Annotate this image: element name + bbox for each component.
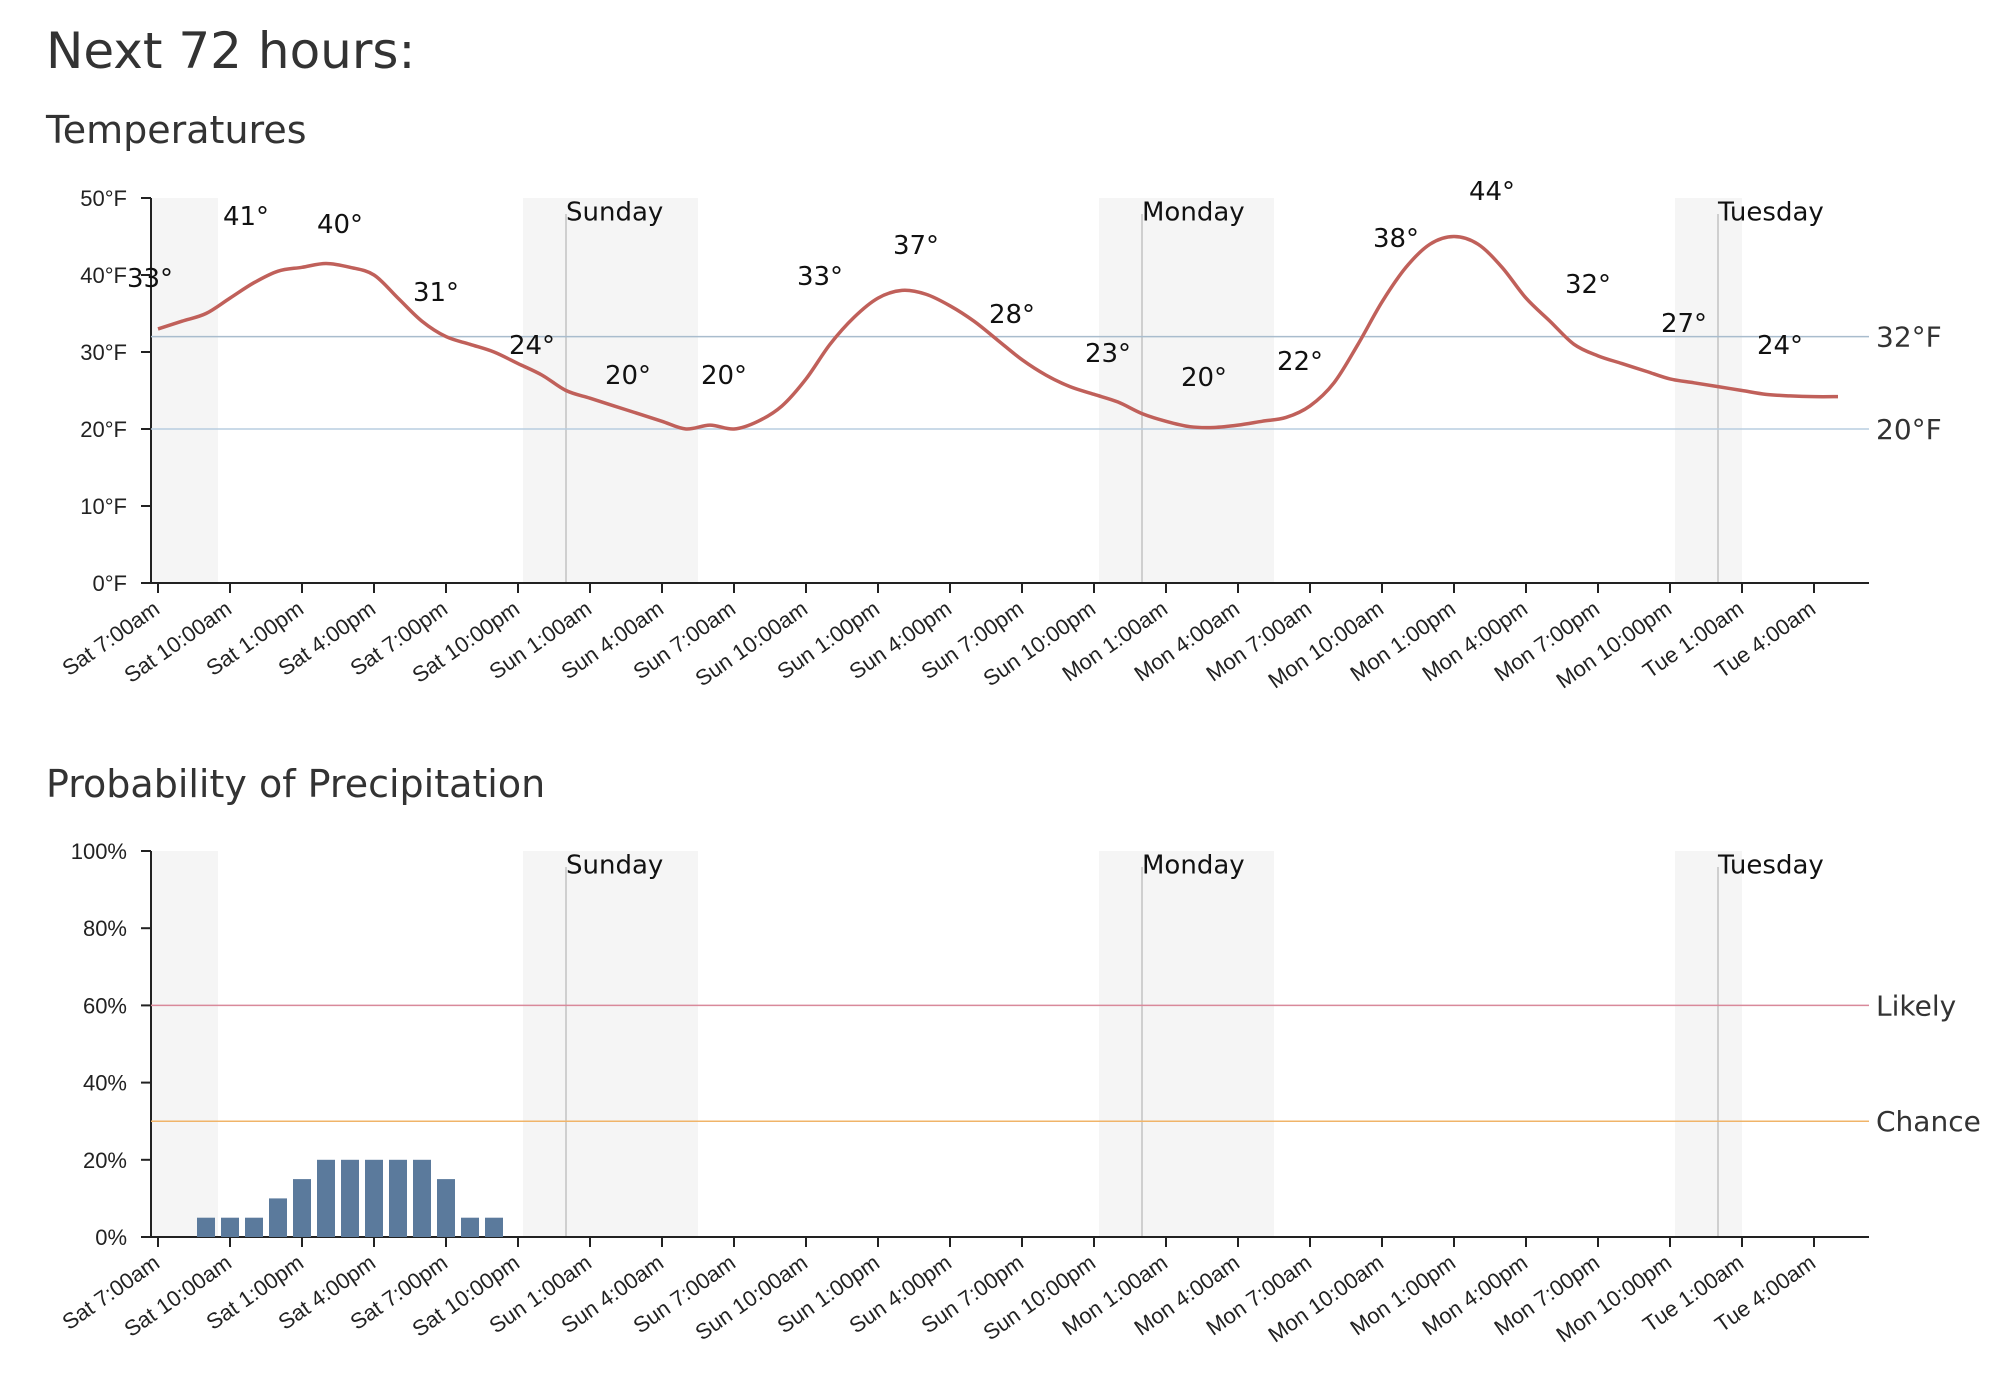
temp-day-label: Sunday [566, 197, 663, 227]
temperature-point-label: 32° [1565, 270, 1611, 300]
temperature-point-label: 20° [605, 361, 651, 391]
temp-day-label: Monday [1142, 197, 1245, 227]
temperature-point-label: 20° [701, 361, 747, 391]
precip-night-band [523, 851, 698, 1237]
precipitation-bar [245, 1217, 263, 1237]
precip-y-tick-label: 20% [83, 1148, 127, 1173]
temp-night-band [523, 198, 698, 583]
temp-y-tick-label: 40°F [80, 263, 127, 288]
precip-y-tick-label: 0% [95, 1225, 127, 1250]
temp-reference-label: 32°F [1876, 321, 1942, 354]
temperature-point-label: 27° [1661, 309, 1707, 339]
temp-day-label: Tuesday [1717, 197, 1824, 227]
temp-night-band [1099, 198, 1274, 583]
temperature-point-label: 23° [1085, 339, 1131, 369]
temperature-point-label: 22° [1277, 347, 1323, 377]
precipitation-bar [365, 1159, 383, 1237]
temperature-line [157, 234, 1839, 431]
precip-day-label: Monday [1142, 850, 1245, 880]
precip-y-tick-label: 60% [83, 993, 127, 1018]
temperature-point-label: 44° [1469, 177, 1515, 207]
temperature-point-label: 33° [797, 262, 843, 292]
temperature-point-label: 37° [893, 231, 939, 261]
temperature-point-label: 41° [223, 202, 269, 232]
precip-day-label: Sunday [566, 850, 663, 880]
temperature-point-label: 20° [1181, 363, 1227, 393]
temp-y-tick-label: 30°F [80, 340, 127, 365]
temperature-point-label: 24° [509, 331, 555, 361]
temp-y-tick-label: 10°F [80, 494, 127, 519]
temperature-point-label: 38° [1373, 224, 1419, 254]
precip-y-tick-label: 80% [83, 916, 127, 941]
precipitation-bar [221, 1217, 239, 1237]
temperature-point-label: 24° [1757, 331, 1803, 361]
precip-reference-label: Chance [1876, 1105, 1981, 1138]
precipitation-bar [485, 1217, 503, 1237]
precip-day-label: Tuesday [1717, 850, 1824, 880]
precip-night-band [1099, 851, 1274, 1237]
precipitation-bar [341, 1159, 359, 1237]
precipitation-bar [317, 1159, 335, 1237]
temp-y-tick-label: 50°F [80, 186, 127, 211]
temp-y-tick-label: 0°F [93, 571, 127, 596]
temp-reference-label: 20°F [1876, 413, 1942, 446]
precip-night-band [151, 851, 218, 1237]
temp-y-tick-label: 20°F [80, 417, 127, 442]
precip-night-band [1675, 851, 1742, 1237]
page-title: Next 72 hours: [46, 22, 416, 80]
precipitation-bar [437, 1179, 455, 1237]
precipitation-bar [461, 1217, 479, 1237]
precip-y-tick-label: 40% [83, 1071, 127, 1096]
temp-night-band [151, 198, 218, 583]
precip-y-tick-label: 100% [71, 839, 127, 864]
temperature-point-label: 40° [317, 210, 363, 240]
precipitation-bar [413, 1159, 431, 1237]
precipitation-bar [269, 1198, 287, 1237]
temperature-point-label: 28° [989, 300, 1035, 330]
temperatures-title: Temperatures [46, 108, 307, 152]
temp-night-band [1675, 198, 1742, 583]
precip-reference-label: Likely [1876, 989, 1956, 1022]
temperature-point-label: 33° [127, 264, 173, 294]
precipitation-bar [389, 1159, 407, 1237]
precipitation-title: Probability of Precipitation [46, 762, 546, 806]
temperature-point-label: 31° [413, 278, 459, 308]
precipitation-bar [197, 1217, 215, 1237]
precipitation-bar [293, 1179, 311, 1237]
